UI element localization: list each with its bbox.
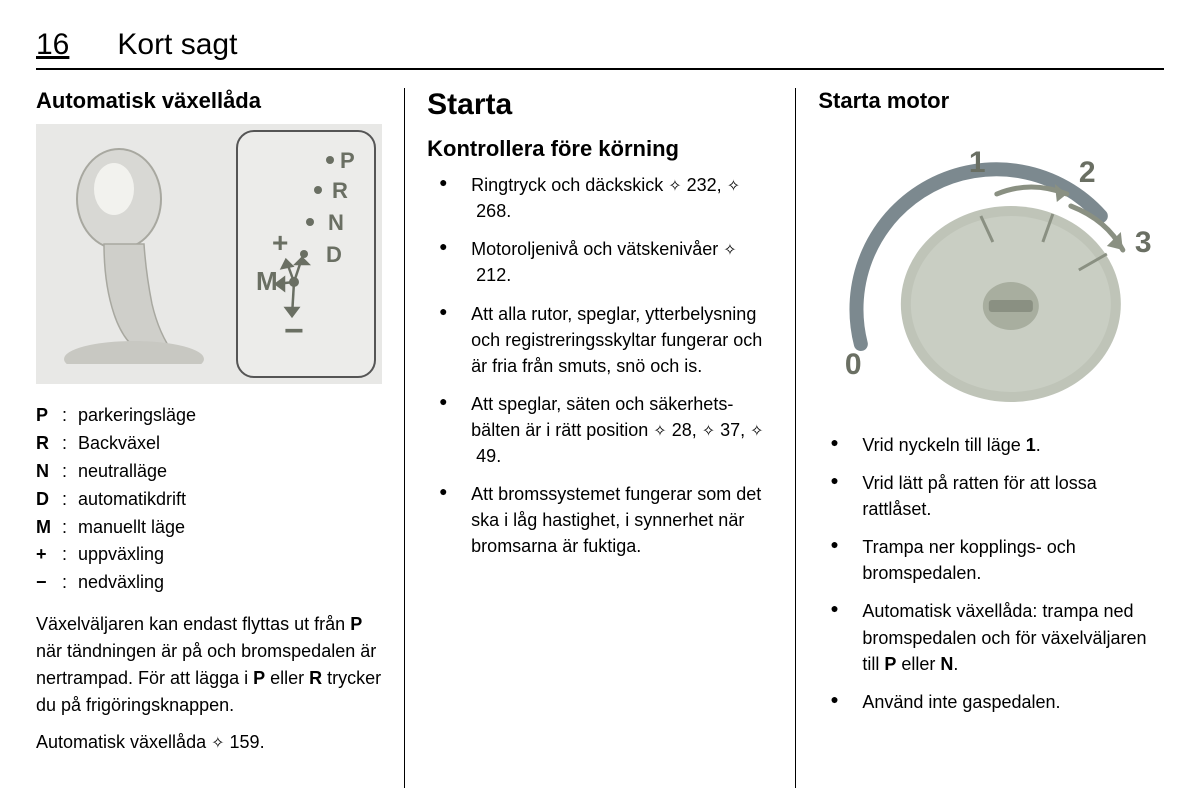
svg-text:R: R bbox=[332, 178, 348, 203]
content-columns: Automatisk växellåda P R N D M bbox=[36, 88, 1164, 788]
legend-row: R:Backväxel bbox=[36, 430, 382, 458]
legend-colon: : bbox=[62, 514, 78, 542]
column-3: Starta motor bbox=[800, 88, 1164, 788]
legend-colon: : bbox=[62, 402, 78, 430]
list-item: Vrid nyckeln till läge 1. bbox=[818, 432, 1164, 458]
legend-colon: : bbox=[62, 430, 78, 458]
svg-text:2: 2 bbox=[1079, 156, 1096, 189]
legend-symbol: − bbox=[36, 569, 62, 597]
reference-arrow-icon: ✧ bbox=[668, 175, 681, 198]
col2-heading-big: Starta bbox=[427, 88, 773, 122]
col3-heading: Starta motor bbox=[818, 88, 1164, 114]
legend-symbol: M bbox=[36, 514, 62, 542]
page-number: 16 bbox=[36, 28, 69, 62]
gear-pattern-diagram: P R N D M + − bbox=[236, 130, 376, 378]
legend-symbol: R bbox=[36, 430, 62, 458]
legend-symbol: P bbox=[36, 402, 62, 430]
svg-text:0: 0 bbox=[845, 348, 862, 381]
legend-colon: : bbox=[62, 541, 78, 569]
chapter-title: Kort sagt bbox=[117, 28, 237, 62]
list-item: Motoroljenivå och vätskenivåer ✧ 212. bbox=[427, 236, 773, 288]
list-item: Trampa ner kopplings- och bromspedalen. bbox=[818, 534, 1164, 586]
svg-text:1: 1 bbox=[969, 146, 986, 179]
list-item: Att alla rutor, speglar, ytterbelys­ning… bbox=[427, 301, 773, 379]
list-item: Vrid lätt på ratten för att lossa rattlå… bbox=[818, 470, 1164, 522]
col2-subheading: Kontrollera före körning bbox=[427, 136, 773, 162]
legend-colon: : bbox=[62, 569, 78, 597]
column-divider-1 bbox=[404, 88, 406, 788]
column-2: Starta Kontrollera före körning Ringtryc… bbox=[409, 88, 791, 788]
legend-text: uppväxling bbox=[78, 541, 164, 569]
gear-legend: P:parkeringslägeR:BackväxelN:neutralläge… bbox=[36, 402, 382, 597]
list-item: Använd inte gaspedalen. bbox=[818, 689, 1164, 715]
reference-arrow-icon: ✧ bbox=[750, 420, 763, 443]
col1-paragraph-1: Växelväljaren kan endast flyttas ut från… bbox=[36, 611, 382, 719]
reference-arrow-icon: ✧ bbox=[653, 420, 666, 443]
legend-row: D:automatikdrift bbox=[36, 486, 382, 514]
col3-bullet-list: Vrid nyckeln till läge 1. Vrid lätt på ra… bbox=[818, 432, 1164, 715]
gear-knob-illustration bbox=[64, 144, 204, 364]
page-header: 16 Kort sagt bbox=[36, 28, 1164, 70]
legend-row: N:neutralläge bbox=[36, 458, 382, 486]
legend-text: nedväxling bbox=[78, 569, 164, 597]
column-divider-2 bbox=[795, 88, 797, 788]
list-item: Att speglar, säten och säkerhets­bälten … bbox=[427, 391, 773, 469]
svg-text:+: + bbox=[272, 227, 288, 258]
svg-text:M: M bbox=[256, 266, 278, 296]
legend-symbol: D bbox=[36, 486, 62, 514]
legend-symbol: + bbox=[36, 541, 62, 569]
legend-text: Backväxel bbox=[78, 430, 160, 458]
col2-bullet-list: Ringtryck och däckskick ✧ 232, ✧ 268. Mot… bbox=[427, 172, 773, 560]
column-1: Automatisk växellåda P R N D M bbox=[36, 88, 400, 788]
reference-arrow-icon: ✧ bbox=[727, 175, 740, 198]
col1-heading: Automatisk växellåda bbox=[36, 88, 382, 114]
reference-arrow-icon: ✧ bbox=[723, 239, 736, 262]
legend-row: P:parkeringsläge bbox=[36, 402, 382, 430]
list-item: Att bromssystemet fungerar som det ska i… bbox=[427, 481, 773, 559]
col1-para2-ref: 159. bbox=[230, 732, 265, 752]
svg-text:D: D bbox=[326, 242, 342, 267]
gear-shift-figure: P R N D M + − bbox=[36, 124, 382, 384]
legend-text: neutralläge bbox=[78, 458, 167, 486]
svg-text:N: N bbox=[328, 210, 344, 235]
col1-paragraph-2: Automatisk växellåda ✧ 159. bbox=[36, 729, 382, 756]
legend-text: parkeringsläge bbox=[78, 402, 196, 430]
list-item: Automatisk växellåda: trampa ned bromspe… bbox=[818, 598, 1164, 676]
svg-text:P: P bbox=[340, 148, 355, 173]
legend-text: manuellt läge bbox=[78, 514, 185, 542]
legend-colon: : bbox=[62, 458, 78, 486]
col1-para2-text: Automatisk växellåda bbox=[36, 732, 206, 752]
svg-text:3: 3 bbox=[1135, 226, 1152, 259]
reference-arrow-icon: ✧ bbox=[211, 732, 224, 756]
reference-arrow-icon: ✧ bbox=[702, 420, 715, 443]
legend-colon: : bbox=[62, 486, 78, 514]
legend-row: M:manuellt läge bbox=[36, 514, 382, 542]
ignition-switch-figure: 0 1 2 3 bbox=[818, 124, 1164, 414]
legend-row: −:nedväxling bbox=[36, 569, 382, 597]
svg-text:−: − bbox=[284, 312, 304, 350]
legend-text: automatikdrift bbox=[78, 486, 186, 514]
legend-row: +:uppväxling bbox=[36, 541, 382, 569]
list-item: Ringtryck och däckskick ✧ 232, ✧ 268. bbox=[427, 172, 773, 224]
legend-symbol: N bbox=[36, 458, 62, 486]
